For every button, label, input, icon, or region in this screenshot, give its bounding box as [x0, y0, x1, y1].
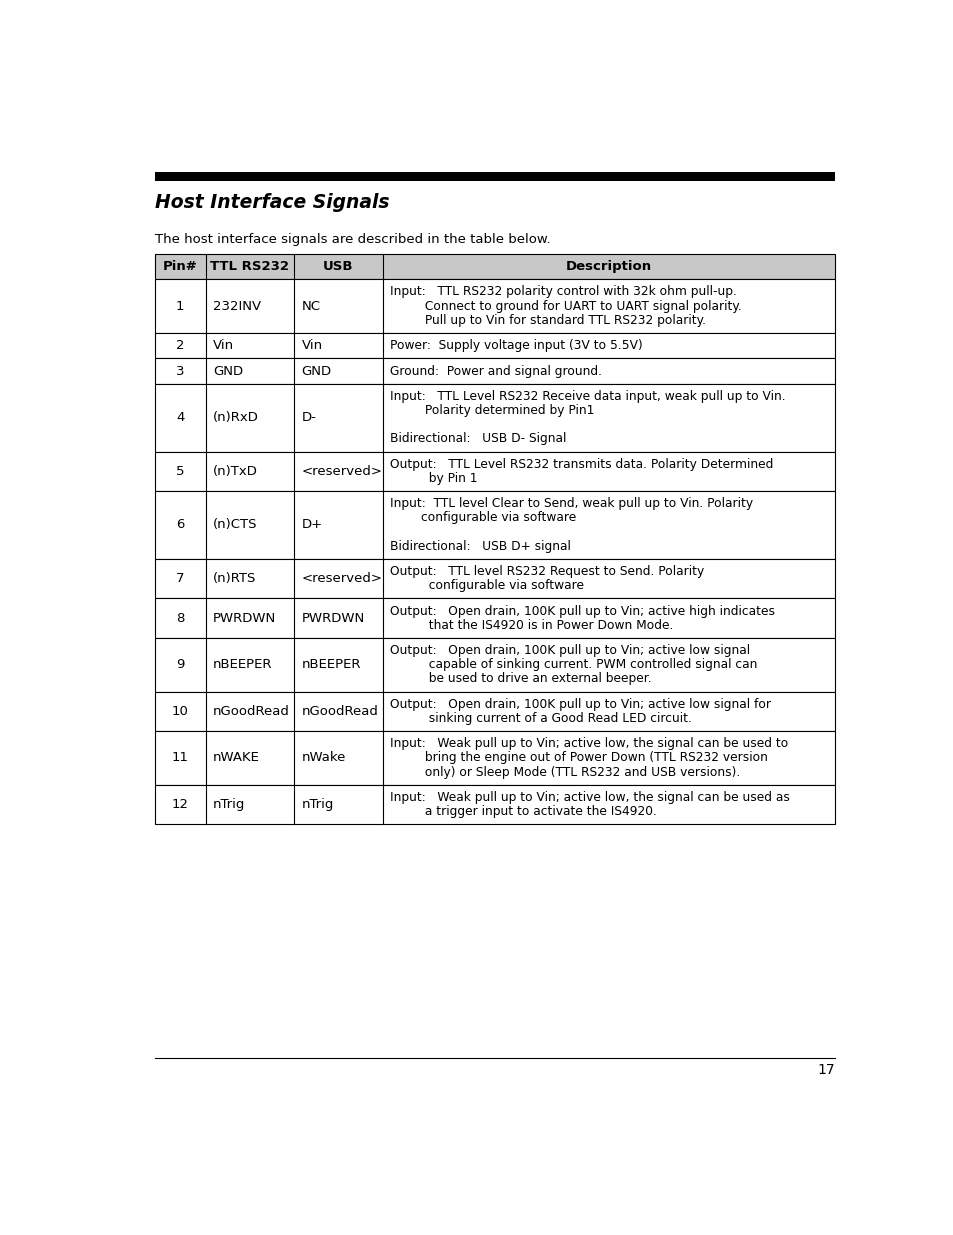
Bar	[154, 784, 834, 824]
Text: Description: Description	[565, 261, 651, 273]
Text: NC: NC	[301, 300, 320, 312]
Text: 3: 3	[175, 364, 184, 378]
Bar	[154, 452, 834, 492]
Bar	[154, 384, 834, 452]
Text: Input:   TTL Level RS232 Receive data input, weak pull up to Vin.: Input: TTL Level RS232 Receive data inpu…	[390, 390, 785, 403]
Text: Output:   Open drain, 100K pull up to Vin; active low signal for: Output: Open drain, 100K pull up to Vin;…	[390, 698, 770, 711]
Text: be used to drive an external beeper.: be used to drive an external beeper.	[390, 672, 651, 685]
Text: 5: 5	[175, 464, 184, 478]
Text: PWRDWN: PWRDWN	[301, 611, 364, 625]
Bar	[154, 731, 834, 784]
Text: 8: 8	[176, 611, 184, 625]
Text: nWAKE: nWAKE	[213, 751, 260, 764]
Text: Power:  Supply voltage input (3V to 5.5V): Power: Supply voltage input (3V to 5.5V)	[390, 340, 642, 352]
Text: D-: D-	[301, 411, 316, 424]
Text: Connect to ground for UART to UART signal polarity.: Connect to ground for UART to UART signa…	[390, 300, 741, 312]
Bar	[154, 599, 834, 638]
Text: 232INV: 232INV	[213, 300, 261, 312]
Text: 1: 1	[175, 300, 184, 312]
Text: bring the engine out of Power Down (TTL RS232 version: bring the engine out of Power Down (TTL …	[390, 751, 767, 764]
Text: 6: 6	[176, 519, 184, 531]
Text: (n)RxD: (n)RxD	[213, 411, 259, 424]
Text: (n)CTS: (n)CTS	[213, 519, 257, 531]
Text: Vin: Vin	[213, 340, 234, 352]
Text: (n)TxD: (n)TxD	[213, 464, 257, 478]
Bar	[154, 638, 834, 692]
Text: Polarity determined by Pin1: Polarity determined by Pin1	[390, 404, 594, 417]
Text: <reserved>: <reserved>	[301, 572, 382, 585]
Text: configurable via software: configurable via software	[390, 579, 583, 592]
Text: capable of sinking current. PWM controlled signal can: capable of sinking current. PWM controll…	[390, 658, 757, 672]
Text: that the IS4920 is in Power Down Mode.: that the IS4920 is in Power Down Mode.	[390, 619, 673, 631]
Bar	[154, 692, 834, 731]
Text: nBEEPER: nBEEPER	[213, 658, 273, 672]
Text: Output:   Open drain, 100K pull up to Vin; active high indicates: Output: Open drain, 100K pull up to Vin;…	[390, 605, 774, 618]
Text: D+: D+	[301, 519, 322, 531]
Bar	[154, 358, 834, 384]
Text: by Pin 1: by Pin 1	[390, 472, 477, 485]
Bar	[154, 599, 834, 638]
Text: Bidirectional:   USB D- Signal: Bidirectional: USB D- Signal	[390, 432, 566, 446]
Text: nBEEPER: nBEEPER	[301, 658, 360, 672]
Text: The host interface signals are described in the table below.: The host interface signals are described…	[154, 233, 550, 246]
Text: Bidirectional:   USB D+ signal: Bidirectional: USB D+ signal	[390, 540, 570, 552]
Bar	[154, 692, 834, 731]
Text: a trigger input to activate the IS4920.: a trigger input to activate the IS4920.	[390, 805, 657, 818]
Text: Input:  TTL level Clear to Send, weak pull up to Vin. Polarity: Input: TTL level Clear to Send, weak pul…	[390, 498, 752, 510]
Text: GND: GND	[213, 364, 243, 378]
Bar	[154, 253, 834, 279]
Bar	[154, 558, 834, 599]
Text: PWRDWN: PWRDWN	[213, 611, 276, 625]
Text: Vin: Vin	[301, 340, 322, 352]
Text: Input:   TTL RS232 polarity control with 32k ohm pull-up.: Input: TTL RS232 polarity control with 3…	[390, 285, 736, 299]
Text: Input:   Weak pull up to Vin; active low, the signal can be used as: Input: Weak pull up to Vin; active low, …	[390, 790, 789, 804]
Text: Host Interface Signals: Host Interface Signals	[154, 193, 389, 212]
Text: 11: 11	[172, 751, 189, 764]
Text: 2: 2	[175, 340, 184, 352]
Bar	[154, 452, 834, 492]
Text: Pull up to Vin for standard TTL RS232 polarity.: Pull up to Vin for standard TTL RS232 po…	[390, 314, 705, 326]
Text: 4: 4	[176, 411, 184, 424]
Text: Output:   Open drain, 100K pull up to Vin; active low signal: Output: Open drain, 100K pull up to Vin;…	[390, 645, 749, 657]
Text: sinking current of a Good Read LED circuit.: sinking current of a Good Read LED circu…	[390, 711, 691, 725]
Text: Output:   TTL level RS232 Request to Send. Polarity: Output: TTL level RS232 Request to Send.…	[390, 566, 703, 578]
Bar	[154, 172, 834, 182]
Bar	[154, 492, 834, 558]
Bar	[154, 384, 834, 452]
Text: configurable via software: configurable via software	[390, 511, 576, 525]
Text: nWake: nWake	[301, 751, 346, 764]
Bar	[154, 638, 834, 692]
Text: Ground:  Power and signal ground.: Ground: Power and signal ground.	[390, 364, 601, 378]
Bar	[154, 558, 834, 599]
Text: 7: 7	[175, 572, 184, 585]
Text: 12: 12	[172, 798, 189, 811]
Text: GND: GND	[301, 364, 332, 378]
Bar	[154, 358, 834, 384]
Text: nTrig: nTrig	[213, 798, 245, 811]
Text: 17: 17	[817, 1063, 834, 1077]
Bar	[154, 279, 834, 333]
Bar	[154, 492, 834, 558]
Text: TTL RS232: TTL RS232	[211, 261, 289, 273]
Text: 10: 10	[172, 705, 189, 718]
Text: only) or Sleep Mode (TTL RS232 and USB versions).: only) or Sleep Mode (TTL RS232 and USB v…	[390, 766, 740, 778]
Text: <reserved>: <reserved>	[301, 464, 382, 478]
Text: 9: 9	[176, 658, 184, 672]
Text: Output:   TTL Level RS232 transmits data. Polarity Determined: Output: TTL Level RS232 transmits data. …	[390, 458, 773, 471]
Bar	[154, 253, 834, 279]
Text: (n)RTS: (n)RTS	[213, 572, 256, 585]
Bar	[154, 333, 834, 358]
Bar	[154, 333, 834, 358]
Bar	[154, 731, 834, 784]
Text: USB: USB	[323, 261, 354, 273]
Text: nTrig: nTrig	[301, 798, 334, 811]
Bar	[154, 784, 834, 824]
Text: Input:   Weak pull up to Vin; active low, the signal can be used to: Input: Weak pull up to Vin; active low, …	[390, 737, 787, 751]
Text: nGoodRead: nGoodRead	[213, 705, 290, 718]
Bar	[154, 279, 834, 333]
Text: nGoodRead: nGoodRead	[301, 705, 378, 718]
Text: Pin#: Pin#	[163, 261, 197, 273]
